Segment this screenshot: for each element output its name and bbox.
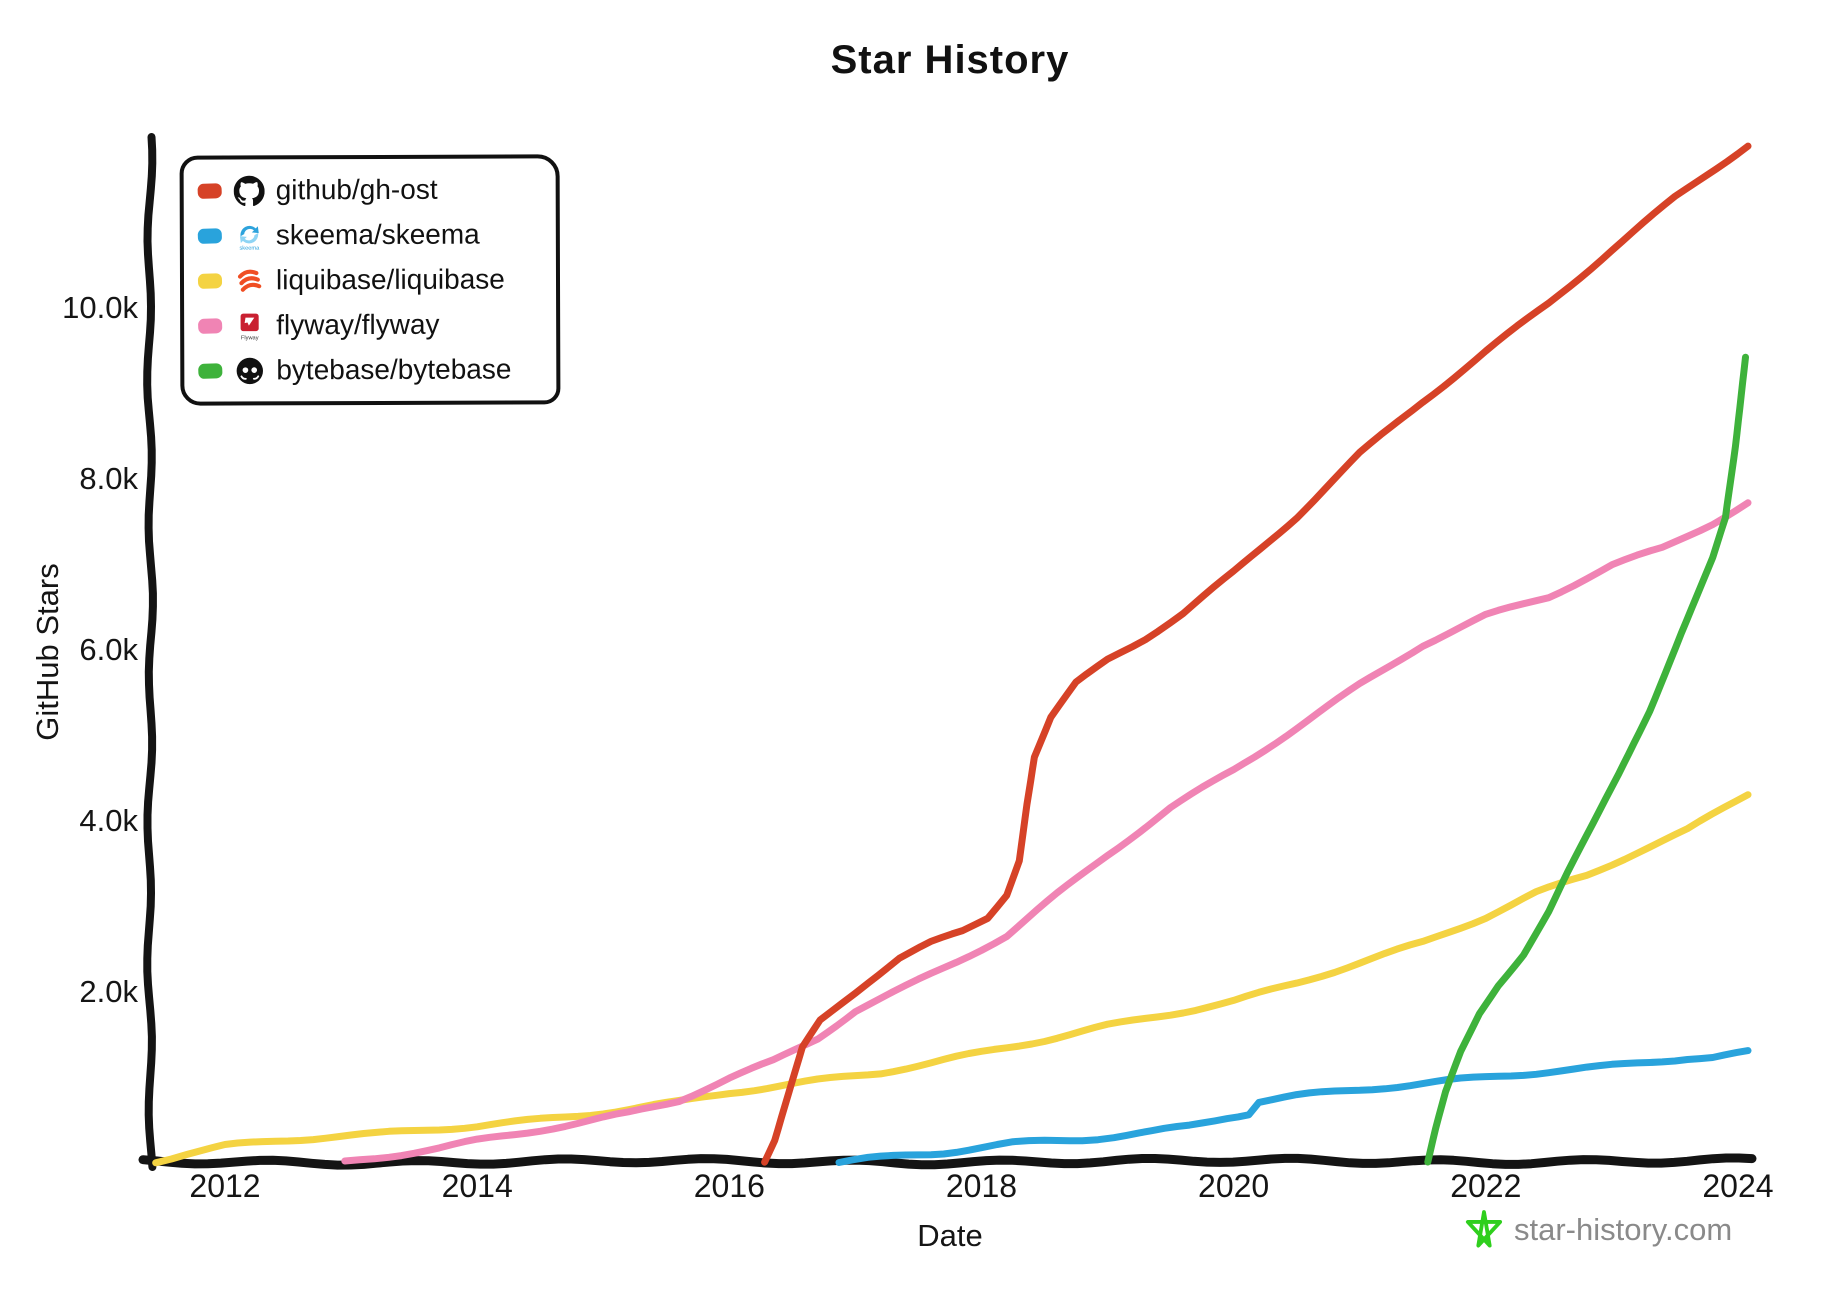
x-axis-label: Date <box>917 1218 983 1253</box>
site-label: star-history.com <box>1514 1212 1733 1247</box>
legend-label: github/gh-ost <box>275 173 438 206</box>
y-axis-line <box>143 133 157 1171</box>
legend-item-flyway: Flyway flyway/flyway <box>197 306 546 343</box>
y-tick-label: 2.0k <box>79 974 138 1009</box>
x-tick-label: 2014 <box>441 1168 513 1204</box>
legend-swatch-liquibase <box>197 272 223 289</box>
x-tick-label: 2020 <box>1198 1168 1270 1204</box>
legend-label: liquibase/liquibase <box>275 263 505 296</box>
x-tick-label: 2016 <box>693 1168 765 1204</box>
legend-item-skeema: skeema skeema/skeema <box>197 216 546 253</box>
y-tick-label: 4.0k <box>79 803 138 838</box>
github-icon <box>233 175 265 206</box>
series-line-bytebase <box>1424 353 1749 1166</box>
legend-box: github/gh-ost skeema skeema/skeema liqui… <box>179 154 561 406</box>
liquibase-logo-icon <box>234 265 265 296</box>
legend-swatch-bytebase <box>198 362 223 379</box>
legend-item-gh-ost: github/gh-ost <box>197 171 546 208</box>
legend-item-liquibase: liquibase/liquibase <box>197 261 546 298</box>
series-line-liquibase <box>152 791 1752 1167</box>
x-tick-label: 2024 <box>1702 1168 1774 1204</box>
series-line-github <box>761 142 1752 1166</box>
legend-swatch-skeema <box>197 227 223 244</box>
y-tick-label: 10.0k <box>62 290 138 325</box>
legend-label: skeema/skeema <box>275 218 480 251</box>
legend-label: flyway/flyway <box>276 308 440 341</box>
star-doodle-icon <box>1462 1208 1506 1252</box>
skeema-logo-icon: skeema <box>234 220 265 251</box>
bytebase-logo-icon <box>234 355 265 386</box>
y-tick-label: 8.0k <box>79 461 138 496</box>
y-tick-label: 6.0k <box>79 632 138 667</box>
legend-label: bytebase/bytebase <box>276 353 512 386</box>
svg-text:skeema: skeema <box>239 245 260 251</box>
x-tick-label: 2018 <box>945 1168 1018 1204</box>
x-axis-line <box>138 1153 1757 1170</box>
series-line-skeema <box>835 1047 1752 1166</box>
legend-swatch-flyway <box>197 317 223 334</box>
legend-item-bytebase: bytebase/bytebase <box>198 351 546 388</box>
watermark: star-history.com <box>1462 1208 1732 1252</box>
svg-text:Flyway: Flyway <box>241 335 259 341</box>
series-line-flyway <box>341 499 1752 1165</box>
legend-swatch-gh-ost <box>197 182 222 199</box>
chart-title: Star History <box>830 38 1070 82</box>
x-tick-label: 2012 <box>189 1168 261 1204</box>
flyway-logo-icon: Flyway <box>234 310 265 341</box>
x-tick-label: 2022 <box>1450 1168 1522 1204</box>
